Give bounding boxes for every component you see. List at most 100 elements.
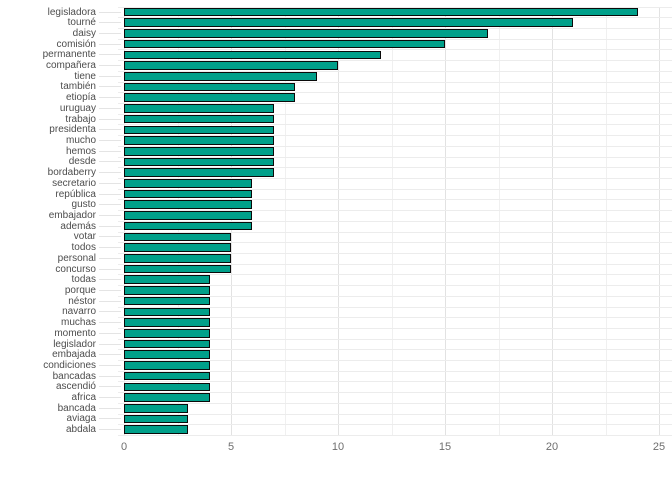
y-axis-tick — [99, 375, 121, 377]
y-axis-tick — [99, 247, 121, 249]
y-axis-tick — [99, 236, 121, 238]
row-gridline — [118, 178, 672, 179]
y-axis-label: etiopía — [65, 92, 96, 104]
row-gridline — [118, 327, 672, 329]
row-gridline — [118, 145, 672, 147]
bar — [124, 414, 189, 424]
row-gridline — [118, 381, 672, 383]
row-gridline — [118, 402, 672, 404]
x-axis-tick-label: 20 — [545, 441, 559, 453]
y-axis-label: tourné — [67, 17, 96, 29]
y-axis-label: república — [55, 188, 96, 200]
x-axis-tick-label: 15 — [438, 441, 452, 453]
y-axis-label: bancada — [57, 402, 96, 414]
y-axis-tick — [99, 32, 121, 34]
bar — [124, 307, 210, 317]
row-gridline — [118, 103, 672, 105]
y-axis-tick — [99, 22, 121, 24]
y-axis-label: abdala — [65, 424, 96, 436]
bar — [124, 157, 274, 167]
bar — [124, 29, 488, 38]
row-gridline — [118, 263, 672, 265]
y-axis-tick — [99, 322, 121, 324]
row-gridline — [118, 370, 672, 372]
y-axis-tick — [99, 161, 121, 163]
row-gridline — [118, 252, 672, 254]
y-axis-tick — [99, 65, 121, 67]
bar — [124, 104, 274, 113]
row-gridline — [118, 70, 672, 72]
y-axis-label: concurso — [55, 263, 96, 275]
row-gridline — [118, 156, 672, 158]
y-axis-label: todos — [71, 242, 96, 254]
row-gridline — [118, 210, 672, 212]
row-gridline — [118, 124, 672, 126]
row-gridline — [118, 317, 672, 319]
bar — [124, 296, 210, 306]
y-axis-tick — [99, 386, 121, 388]
y-axis-tick — [99, 182, 121, 184]
x-axis-tick-label: 0 — [120, 441, 128, 453]
bar — [124, 264, 231, 274]
y-axis-label: secretario — [52, 177, 96, 189]
bar — [124, 18, 574, 27]
row-gridline — [118, 81, 672, 83]
y-axis-tick — [99, 311, 121, 313]
y-axis-label: mucho — [65, 135, 96, 147]
bar — [124, 50, 381, 60]
row-gridline — [118, 295, 672, 297]
row-gridline — [118, 49, 672, 51]
y-axis-tick — [99, 279, 121, 281]
y-axis-tick — [99, 118, 121, 120]
y-axis-label: bancadas — [52, 370, 96, 382]
y-axis-tick — [99, 193, 121, 195]
bar — [124, 39, 445, 49]
y-axis-label: compañera — [45, 60, 96, 72]
bar — [124, 350, 210, 359]
row-gridline — [118, 349, 672, 351]
y-axis-label: votar — [73, 231, 96, 243]
row-gridline — [118, 435, 672, 437]
y-axis-tick — [99, 257, 121, 259]
row-gridline — [118, 92, 672, 94]
y-axis-tick — [99, 107, 121, 109]
row-gridline — [118, 28, 672, 30]
y-axis-label: embajador — [48, 209, 96, 221]
y-axis-label: trabajo — [65, 113, 96, 125]
y-axis-label: néstor — [68, 295, 96, 307]
y-axis-label: legisladora — [47, 6, 96, 18]
y-axis-tick — [99, 407, 121, 409]
bar — [124, 125, 274, 135]
y-axis-label: aviaga — [66, 413, 96, 425]
row-gridline — [118, 306, 672, 308]
row-gridline — [118, 360, 672, 362]
y-axis-tick — [99, 150, 121, 152]
bar — [124, 168, 274, 177]
bar — [124, 93, 296, 102]
row-gridline — [118, 338, 672, 340]
y-axis-tick — [99, 429, 121, 431]
row-gridline — [118, 424, 672, 426]
y-axis-tick — [99, 11, 121, 13]
bar — [124, 339, 210, 349]
y-axis-label: condiciones — [43, 359, 96, 371]
y-axis-label: desde — [68, 156, 96, 168]
row-gridline — [118, 38, 672, 40]
bar — [124, 7, 638, 17]
y-axis-label: embajada — [52, 349, 96, 361]
y-axis-tick — [99, 300, 121, 302]
bar — [124, 382, 210, 392]
y-axis-tick — [99, 204, 121, 206]
row-gridline — [118, 17, 672, 19]
y-axis-label: africa — [71, 392, 96, 404]
row-gridline — [118, 6, 672, 8]
bar — [124, 211, 253, 220]
bar — [124, 361, 210, 370]
y-axis-tick — [99, 86, 121, 88]
y-axis-label: personal — [57, 252, 96, 264]
x-axis-tick-label: 25 — [652, 441, 666, 453]
y-axis-label: además — [60, 220, 96, 232]
row-gridline — [118, 135, 672, 137]
y-axis-tick — [99, 364, 121, 366]
